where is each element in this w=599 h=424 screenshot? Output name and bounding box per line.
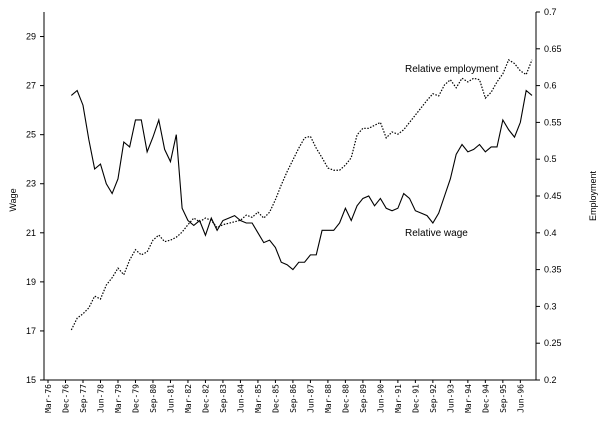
y-tick-label: 19 bbox=[26, 277, 36, 287]
y2-tick-label: 0.35 bbox=[544, 265, 562, 275]
x-tick-label: Sep-89 bbox=[359, 384, 368, 413]
y2-tick-label: 0.3 bbox=[544, 301, 557, 311]
x-tick-label: Sep-77 bbox=[79, 384, 88, 413]
y-tick-label: 25 bbox=[26, 130, 36, 140]
x-tick-label: Jun-87 bbox=[306, 384, 315, 413]
y-tick-label: 29 bbox=[26, 32, 36, 42]
series-annotation: Relative wage bbox=[405, 228, 468, 239]
x-tick-label: Mar-91 bbox=[394, 384, 403, 413]
y2-axis-label: Employment bbox=[588, 170, 598, 221]
y-tick-label: 27 bbox=[26, 81, 36, 91]
x-tick-label: Dec-82 bbox=[201, 384, 210, 413]
y2-tick-label: 0.4 bbox=[544, 228, 557, 238]
series-line bbox=[70, 89, 533, 271]
x-tick-label: Jun-84 bbox=[236, 384, 245, 413]
x-tick-label: Jun-78 bbox=[96, 384, 105, 413]
y2-tick-label: 0.65 bbox=[544, 44, 562, 54]
y-tick-label: 23 bbox=[26, 179, 36, 189]
x-tick-label: Sep-83 bbox=[219, 384, 228, 413]
y-axis-label: Wage bbox=[8, 188, 18, 211]
x-tick-label: Dec-88 bbox=[341, 384, 350, 413]
y2-tick-label: 0.2 bbox=[544, 375, 557, 385]
x-tick-label: Jun-90 bbox=[376, 384, 385, 413]
x-tick-label: Mar-76 bbox=[44, 384, 53, 413]
x-tick-label: Jun-96 bbox=[516, 384, 525, 413]
x-tick-label: Dec-79 bbox=[131, 384, 140, 413]
x-tick-label: Sep-80 bbox=[149, 384, 158, 413]
x-tick-label: Sep-86 bbox=[289, 384, 298, 413]
x-tick-label: Dec-94 bbox=[481, 384, 490, 413]
x-tick-label: Mar-94 bbox=[464, 384, 473, 413]
y2-tick-label: 0.55 bbox=[544, 117, 562, 127]
series-line bbox=[70, 58, 533, 331]
series-annotation: Relative employment bbox=[405, 64, 499, 75]
y-tick-label: 17 bbox=[26, 326, 36, 336]
x-tick-label: Mar-85 bbox=[254, 384, 263, 413]
x-tick-label: Jun-81 bbox=[166, 384, 175, 413]
x-tick-label: Dec-91 bbox=[411, 384, 420, 413]
x-tick-label: Sep-95 bbox=[499, 384, 508, 413]
y2-tick-label: 0.7 bbox=[544, 7, 557, 17]
y2-tick-label: 0.25 bbox=[544, 338, 562, 348]
y2-tick-label: 0.5 bbox=[544, 154, 557, 164]
x-tick-label: Mar-82 bbox=[184, 384, 193, 413]
x-tick-label: Jun-93 bbox=[446, 384, 455, 413]
y-tick-label: 21 bbox=[26, 228, 36, 238]
x-tick-label: Mar-88 bbox=[324, 384, 333, 413]
y2-tick-label: 0.6 bbox=[544, 81, 557, 91]
y2-tick-label: 0.45 bbox=[544, 191, 562, 201]
x-tick-label: Dec-76 bbox=[61, 384, 70, 413]
x-tick-label: Dec-85 bbox=[271, 384, 280, 413]
x-tick-label: Sep-92 bbox=[429, 384, 438, 413]
y-tick-label: 15 bbox=[26, 375, 36, 385]
x-tick-label: Mar-79 bbox=[114, 384, 123, 413]
